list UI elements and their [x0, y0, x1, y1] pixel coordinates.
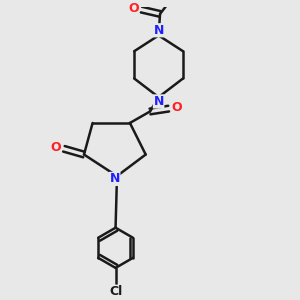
- Text: O: O: [51, 141, 61, 154]
- Text: Cl: Cl: [109, 285, 122, 298]
- Text: N: N: [153, 24, 164, 37]
- Text: N: N: [110, 172, 120, 185]
- Text: O: O: [128, 2, 139, 15]
- Text: O: O: [171, 101, 182, 114]
- Text: N: N: [153, 95, 164, 108]
